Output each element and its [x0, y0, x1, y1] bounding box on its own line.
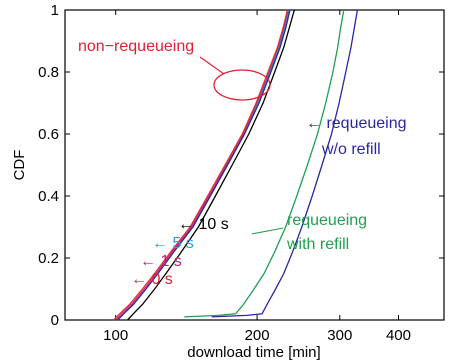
- y-tick-label: 1: [51, 2, 59, 19]
- series-line-7: [211, 9, 359, 318]
- annotation-0s: ← 0 s: [131, 271, 173, 288]
- axis-ticks: 0 0.2 0.4 0.6 0.8 1 100 200 300 400: [38, 2, 444, 344]
- x-tick-label: 300: [327, 327, 352, 344]
- annotation-requeueing-wo-refill-line1: ← requeueing: [306, 115, 407, 132]
- annotation-ellipse: [213, 69, 271, 101]
- annotation-non-requeueing: non−requeueing: [78, 38, 194, 55]
- y-tick-label: 0.2: [38, 250, 59, 267]
- x-tick-label: 400: [386, 327, 411, 344]
- series-line-5: [127, 9, 295, 321]
- y-tick-label: 0.4: [38, 188, 59, 205]
- series-line-2: [113, 9, 289, 321]
- y-tick-label: 0.8: [38, 64, 59, 81]
- y-axis-title: CDF: [11, 150, 28, 181]
- x-axis-title: download time [min]: [187, 344, 320, 361]
- series-lines: [113, 9, 359, 321]
- series-line-4: [117, 9, 291, 321]
- y-tick-label: 0: [51, 312, 59, 329]
- annotation-non-requeueing-pointer: [199, 56, 225, 75]
- y-tick-label: 0.6: [38, 126, 59, 143]
- annotation-with-refill-pointer: [251, 227, 284, 235]
- x-tick-label: 100: [103, 327, 128, 344]
- annotation-requeueing-with-refill-line1: requeueing: [287, 212, 367, 229]
- x-tick-label: 200: [245, 327, 270, 344]
- series-line-6: [184, 9, 345, 318]
- annotation-5s: ← 5 s: [152, 235, 194, 252]
- annotation-10s: ← 10 s: [178, 216, 229, 233]
- annotation-1s: ← 1 s: [140, 253, 182, 270]
- plot-area-frame: [64, 9, 445, 321]
- annotation-requeueing-with-refill-line2: with refill: [286, 236, 349, 253]
- annotation-requeueing-wo-refill-line2: w/o refill: [321, 141, 381, 158]
- series-line-1: [115, 9, 289, 321]
